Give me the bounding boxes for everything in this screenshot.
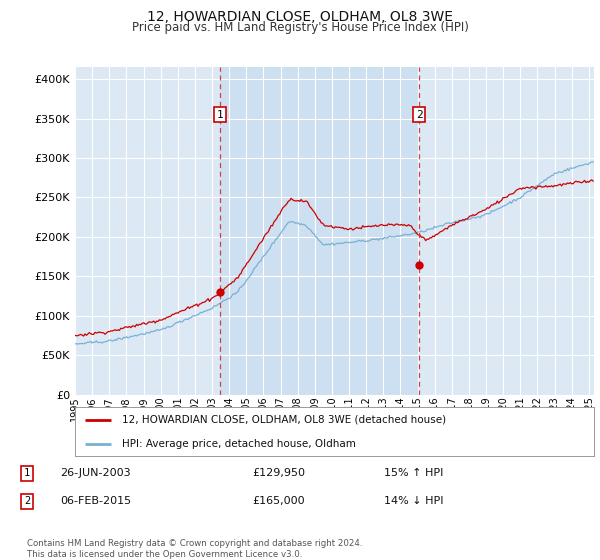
- Text: Price paid vs. HM Land Registry's House Price Index (HPI): Price paid vs. HM Land Registry's House …: [131, 21, 469, 34]
- Bar: [220, 67, 419, 395]
- Text: 12, HOWARDIAN CLOSE, OLDHAM, OL8 3WE: 12, HOWARDIAN CLOSE, OLDHAM, OL8 3WE: [147, 10, 453, 24]
- Text: 2: 2: [416, 110, 422, 120]
- Text: 06-FEB-2015: 06-FEB-2015: [60, 496, 131, 506]
- Text: 26-JUN-2003: 26-JUN-2003: [60, 468, 131, 478]
- Text: Contains HM Land Registry data © Crown copyright and database right 2024.
This d: Contains HM Land Registry data © Crown c…: [27, 539, 362, 559]
- Text: £165,000: £165,000: [252, 496, 305, 506]
- Text: 15% ↑ HPI: 15% ↑ HPI: [384, 468, 443, 478]
- Text: 12, HOWARDIAN CLOSE, OLDHAM, OL8 3WE (detached house): 12, HOWARDIAN CLOSE, OLDHAM, OL8 3WE (de…: [122, 415, 446, 425]
- Text: HPI: Average price, detached house, Oldham: HPI: Average price, detached house, Oldh…: [122, 438, 356, 449]
- Text: 14% ↓ HPI: 14% ↓ HPI: [384, 496, 443, 506]
- Text: 1: 1: [24, 468, 30, 478]
- Text: £129,950: £129,950: [252, 468, 305, 478]
- Text: 2: 2: [24, 496, 30, 506]
- Text: 1: 1: [217, 110, 224, 120]
